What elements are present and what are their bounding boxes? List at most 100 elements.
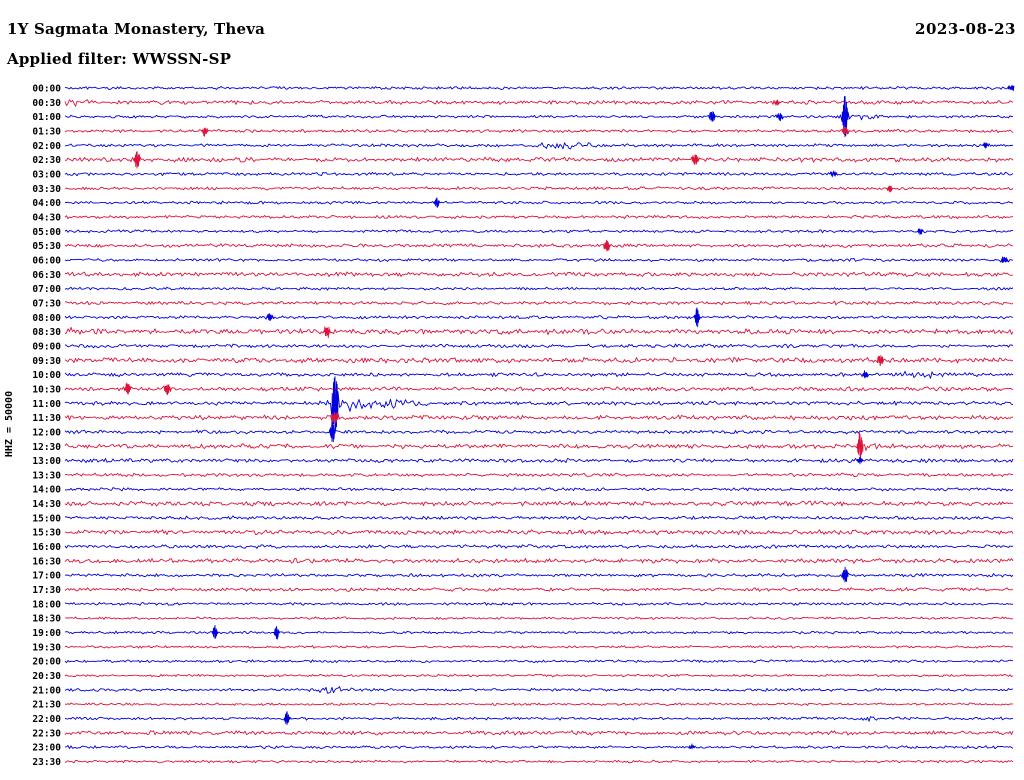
time-label-10:00: 10:00 [32, 370, 61, 381]
seismogram-trace-00:30 [64, 99, 1014, 107]
time-label-16:30: 16:30 [32, 556, 61, 567]
time-label-13:00: 13:00 [32, 456, 61, 467]
time-label-09:30: 09:30 [32, 356, 61, 367]
seismogram-trace-14:00 [64, 487, 1014, 492]
seismogram-trace-02:00 [64, 142, 1014, 150]
seismogram-trace-01:00 [64, 96, 1014, 138]
seismogram-trace-21:30 [64, 702, 1014, 706]
seismogram-trace-13:00 [64, 456, 1014, 465]
seismogram-trace-19:00 [64, 625, 1014, 640]
time-label-17:30: 17:30 [32, 585, 61, 596]
time-label-05:00: 05:00 [32, 227, 61, 238]
seismogram-trace-06:30 [64, 271, 1014, 278]
station-title: 1Y Sagmata Monastery, Theva [7, 20, 266, 38]
time-label-12:00: 12:00 [32, 427, 61, 438]
seismogram-trace-10:30 [64, 382, 1014, 396]
seismogram-trace-02:30 [65, 151, 1014, 169]
time-label-20:00: 20:00 [32, 657, 61, 668]
time-label-05:30: 05:30 [32, 241, 61, 252]
time-label-00:30: 00:30 [32, 98, 61, 109]
time-label-19:00: 19:00 [32, 628, 61, 639]
seismogram-trace-11:30 [64, 412, 1014, 424]
plot-date: 2023-08-23 [915, 20, 1016, 38]
seismogram-trace-23:00 [64, 743, 1014, 750]
time-label-22:00: 22:00 [32, 714, 61, 725]
time-label-23:00: 23:00 [32, 743, 61, 754]
time-label-22:30: 22:30 [32, 728, 61, 739]
time-label-21:00: 21:00 [32, 685, 61, 696]
seismogram-trace-12:00 [64, 421, 1014, 443]
time-label-02:30: 02:30 [32, 155, 61, 166]
time-label-08:30: 08:30 [32, 327, 61, 338]
seismogram-trace-22:00 [64, 711, 1014, 726]
time-label-04:00: 04:00 [32, 198, 61, 209]
time-label-20:30: 20:30 [32, 671, 61, 682]
seismogram-trace-04:00 [64, 197, 1014, 208]
time-label-03:30: 03:30 [32, 184, 61, 195]
time-label-18:30: 18:30 [32, 614, 61, 625]
seismogram-trace-16:00 [64, 544, 1014, 549]
seismogram-trace-01:30 [64, 126, 1014, 137]
time-label-23:30: 23:30 [32, 757, 61, 768]
time-label-00:00: 00:00 [32, 84, 61, 95]
time-label-19:30: 19:30 [32, 642, 61, 653]
time-label-14:00: 14:00 [32, 485, 61, 496]
time-label-15:00: 15:00 [32, 513, 61, 524]
seismogram-trace-19:30 [64, 645, 1014, 649]
seismogram-trace-07:30 [64, 300, 1014, 306]
seismogram-trace-13:30 [64, 472, 1014, 478]
seismogram-trace-18:00 [64, 601, 1014, 606]
time-label-11:00: 11:00 [32, 399, 61, 410]
seismogram-trace-21:00 [64, 686, 1014, 694]
seismogram-trace-11:00 [64, 376, 1013, 432]
seismogram-trace-09:00 [64, 343, 1014, 349]
time-label-13:30: 13:30 [32, 470, 61, 481]
time-label-08:00: 08:00 [32, 313, 61, 324]
time-label-11:30: 11:30 [32, 413, 61, 424]
time-label-07:00: 07:00 [32, 284, 61, 295]
time-label-18:00: 18:00 [32, 599, 61, 610]
time-label-10:30: 10:30 [32, 384, 61, 395]
seismogram-trace-05:00 [64, 228, 1013, 236]
seismogram-trace-08:00 [64, 307, 1014, 328]
seismogram-trace-15:30 [64, 529, 1014, 536]
time-label-09:00: 09:00 [32, 341, 61, 352]
time-label-01:00: 01:00 [32, 112, 61, 123]
seismogram-trace-16:30 [64, 557, 1014, 564]
seismogram-trace-00:00 [64, 84, 1015, 92]
time-label-06:30: 06:30 [32, 270, 61, 281]
seismogram-trace-07:00 [64, 286, 1014, 291]
time-label-16:00: 16:00 [32, 542, 61, 553]
seismogram-trace-08:30 [64, 326, 1014, 339]
seismogram-trace-09:30 [64, 355, 1014, 367]
seismogram-trace-22:30 [64, 730, 1014, 736]
seismogram-trace-20:30 [64, 673, 1014, 678]
seismogram-trace-05:30 [64, 239, 1014, 252]
time-label-01:30: 01:30 [32, 126, 61, 137]
seismogram-trace-10:00 [64, 370, 1014, 379]
time-label-06:00: 06:00 [32, 255, 61, 266]
time-label-15:30: 15:30 [32, 528, 61, 539]
seismogram-trace-18:30 [65, 616, 1014, 620]
seismogram-trace-03:30 [64, 185, 1014, 193]
seismogram-trace-17:30 [64, 587, 1014, 592]
time-label-12:30: 12:30 [32, 442, 61, 453]
time-label-14:30: 14:30 [32, 499, 61, 510]
time-label-07:30: 07:30 [32, 298, 61, 309]
seismogram-trace-23:30 [64, 759, 1014, 764]
seismogram-trace-20:00 [64, 659, 1014, 664]
time-label-21:30: 21:30 [32, 700, 61, 711]
time-label-17:00: 17:00 [32, 571, 61, 582]
seismogram-trace-04:30 [64, 214, 1014, 220]
seismogram-trace-06:00 [64, 256, 1014, 264]
time-label-04:30: 04:30 [32, 212, 61, 223]
seismogram-trace-15:00 [64, 515, 1014, 521]
seismogram-trace-17:00 [64, 566, 1014, 583]
seismogram-trace-14:30 [64, 500, 1013, 507]
time-label-02:00: 02:00 [32, 141, 61, 152]
seismogram-trace-03:00 [64, 170, 1014, 178]
filter-label: Applied filter: WWSSN-SP [7, 50, 232, 68]
time-label-03:00: 03:00 [32, 169, 61, 180]
